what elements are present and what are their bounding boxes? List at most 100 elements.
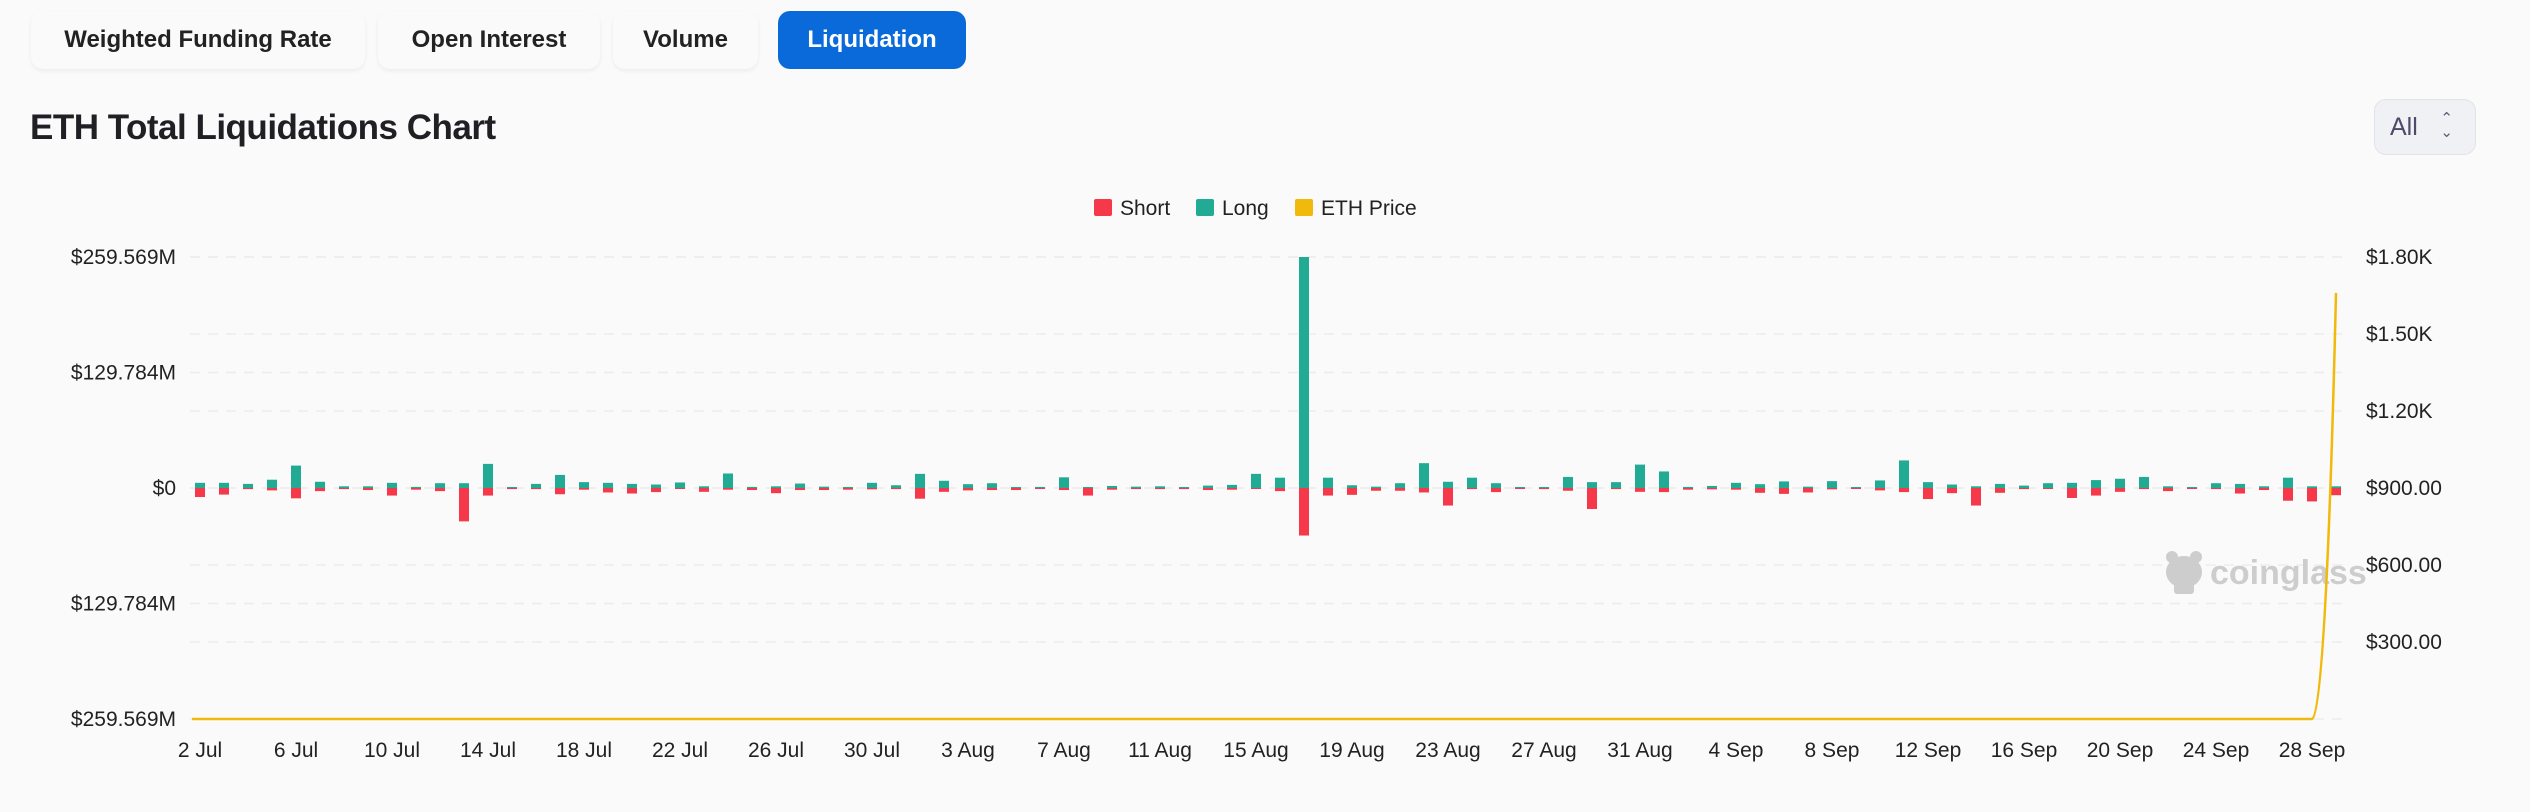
long-bar[interactable] xyxy=(867,482,877,488)
short-bar[interactable] xyxy=(987,488,997,491)
short-bar[interactable] xyxy=(2115,488,2125,492)
short-bar[interactable] xyxy=(1587,488,1597,510)
short-bar[interactable] xyxy=(555,488,565,495)
long-bar[interactable] xyxy=(1107,485,1117,488)
long-bar[interactable] xyxy=(1035,486,1045,488)
legend-long-swatch[interactable] xyxy=(1196,199,1214,216)
long-bar[interactable] xyxy=(1731,482,1741,488)
legend-long-label[interactable]: Long xyxy=(1222,197,1269,220)
short-bar[interactable] xyxy=(1371,488,1381,491)
short-bar[interactable] xyxy=(699,488,709,492)
long-bar[interactable] xyxy=(843,487,853,488)
short-bar[interactable] xyxy=(1659,488,1669,493)
long-bar[interactable] xyxy=(1347,485,1357,488)
long-bar[interactable] xyxy=(1083,487,1093,488)
long-bar[interactable] xyxy=(1755,484,1765,488)
long-bar[interactable] xyxy=(267,479,277,488)
short-bar[interactable] xyxy=(1923,488,1933,500)
short-bar[interactable] xyxy=(603,488,613,493)
short-bar[interactable] xyxy=(2307,488,2317,502)
long-bar[interactable] xyxy=(723,473,733,488)
long-bar[interactable] xyxy=(243,483,253,488)
long-bar[interactable] xyxy=(1971,486,1981,488)
short-bar[interactable] xyxy=(1323,488,1333,496)
long-bar[interactable] xyxy=(339,486,349,488)
range-select[interactable]: All ⌃ ⌄ xyxy=(2374,99,2476,155)
long-bar[interactable] xyxy=(819,486,829,488)
short-bar[interactable] xyxy=(2067,488,2077,498)
short-bar[interactable] xyxy=(315,488,325,492)
long-bar[interactable] xyxy=(651,484,661,488)
short-bar[interactable] xyxy=(1275,488,1285,492)
long-bar[interactable] xyxy=(1155,486,1165,488)
long-bar[interactable] xyxy=(1131,486,1141,488)
long-bar[interactable] xyxy=(1227,484,1237,488)
short-bar[interactable] xyxy=(507,488,517,490)
short-bar[interactable] xyxy=(843,488,853,490)
long-bar[interactable] xyxy=(1515,487,1525,488)
short-bar[interactable] xyxy=(2331,488,2341,496)
short-bar[interactable] xyxy=(1827,488,1837,490)
long-bar[interactable] xyxy=(939,480,949,488)
short-bar[interactable] xyxy=(363,488,373,491)
legend-short-label[interactable]: Short xyxy=(1120,197,1170,220)
legend-price-swatch[interactable] xyxy=(1295,199,1313,216)
long-bar[interactable] xyxy=(1323,477,1333,488)
short-bar[interactable] xyxy=(1731,488,1741,490)
short-bar[interactable] xyxy=(2139,488,2149,490)
short-bar[interactable] xyxy=(1707,488,1717,490)
short-bar[interactable] xyxy=(1011,488,1021,491)
short-bar[interactable] xyxy=(1107,488,1117,490)
long-bar[interactable] xyxy=(1683,486,1693,488)
short-bar[interactable] xyxy=(747,488,757,491)
long-bar[interactable] xyxy=(2043,483,2053,488)
long-bar[interactable] xyxy=(963,484,973,488)
short-bar[interactable] xyxy=(2043,488,2053,489)
short-bar[interactable] xyxy=(1035,488,1045,489)
long-bar[interactable] xyxy=(2259,486,2269,488)
long-bar[interactable] xyxy=(987,483,997,488)
long-bar[interactable] xyxy=(1539,487,1549,488)
short-bar[interactable] xyxy=(1227,488,1237,490)
short-bar[interactable] xyxy=(483,488,493,496)
short-bar[interactable] xyxy=(1155,488,1165,490)
short-bar[interactable] xyxy=(1683,488,1693,490)
long-bar[interactable] xyxy=(1371,486,1381,488)
long-bar[interactable] xyxy=(1827,481,1837,488)
long-bar[interactable] xyxy=(1275,477,1285,488)
long-bar[interactable] xyxy=(219,482,229,488)
short-bar[interactable] xyxy=(459,488,469,522)
long-bar[interactable] xyxy=(1659,471,1669,488)
long-bar[interactable] xyxy=(747,486,757,488)
long-bar[interactable] xyxy=(2091,480,2101,488)
short-bar[interactable] xyxy=(651,488,661,493)
long-bar[interactable] xyxy=(2115,478,2125,488)
long-bar[interactable] xyxy=(795,483,805,488)
short-bar[interactable] xyxy=(795,488,805,491)
short-bar[interactable] xyxy=(939,488,949,492)
short-bar[interactable] xyxy=(387,488,397,496)
short-bar[interactable] xyxy=(963,488,973,491)
short-bar[interactable] xyxy=(1251,488,1261,489)
short-bar[interactable] xyxy=(867,488,877,490)
short-bar[interactable] xyxy=(771,488,781,494)
long-bar[interactable] xyxy=(771,486,781,488)
short-bar[interactable] xyxy=(1899,488,1909,493)
short-bar[interactable] xyxy=(1347,488,1357,495)
short-bar[interactable] xyxy=(1299,488,1309,536)
short-bar[interactable] xyxy=(1779,488,1789,494)
long-bar[interactable] xyxy=(1251,473,1261,488)
long-bar[interactable] xyxy=(1635,464,1645,488)
short-bar[interactable] xyxy=(243,488,253,490)
short-bar[interactable] xyxy=(2283,488,2293,501)
short-bar[interactable] xyxy=(2091,488,2101,496)
long-bar[interactable] xyxy=(1011,487,1021,488)
short-bar[interactable] xyxy=(675,488,685,489)
short-bar[interactable] xyxy=(723,488,733,490)
short-bar[interactable] xyxy=(2211,488,2221,490)
long-bar[interactable] xyxy=(363,486,373,488)
short-bar[interactable] xyxy=(1995,488,2005,493)
long-bar[interactable] xyxy=(2187,487,2197,488)
short-bar[interactable] xyxy=(1851,488,1861,489)
short-bar[interactable] xyxy=(2019,488,2029,490)
